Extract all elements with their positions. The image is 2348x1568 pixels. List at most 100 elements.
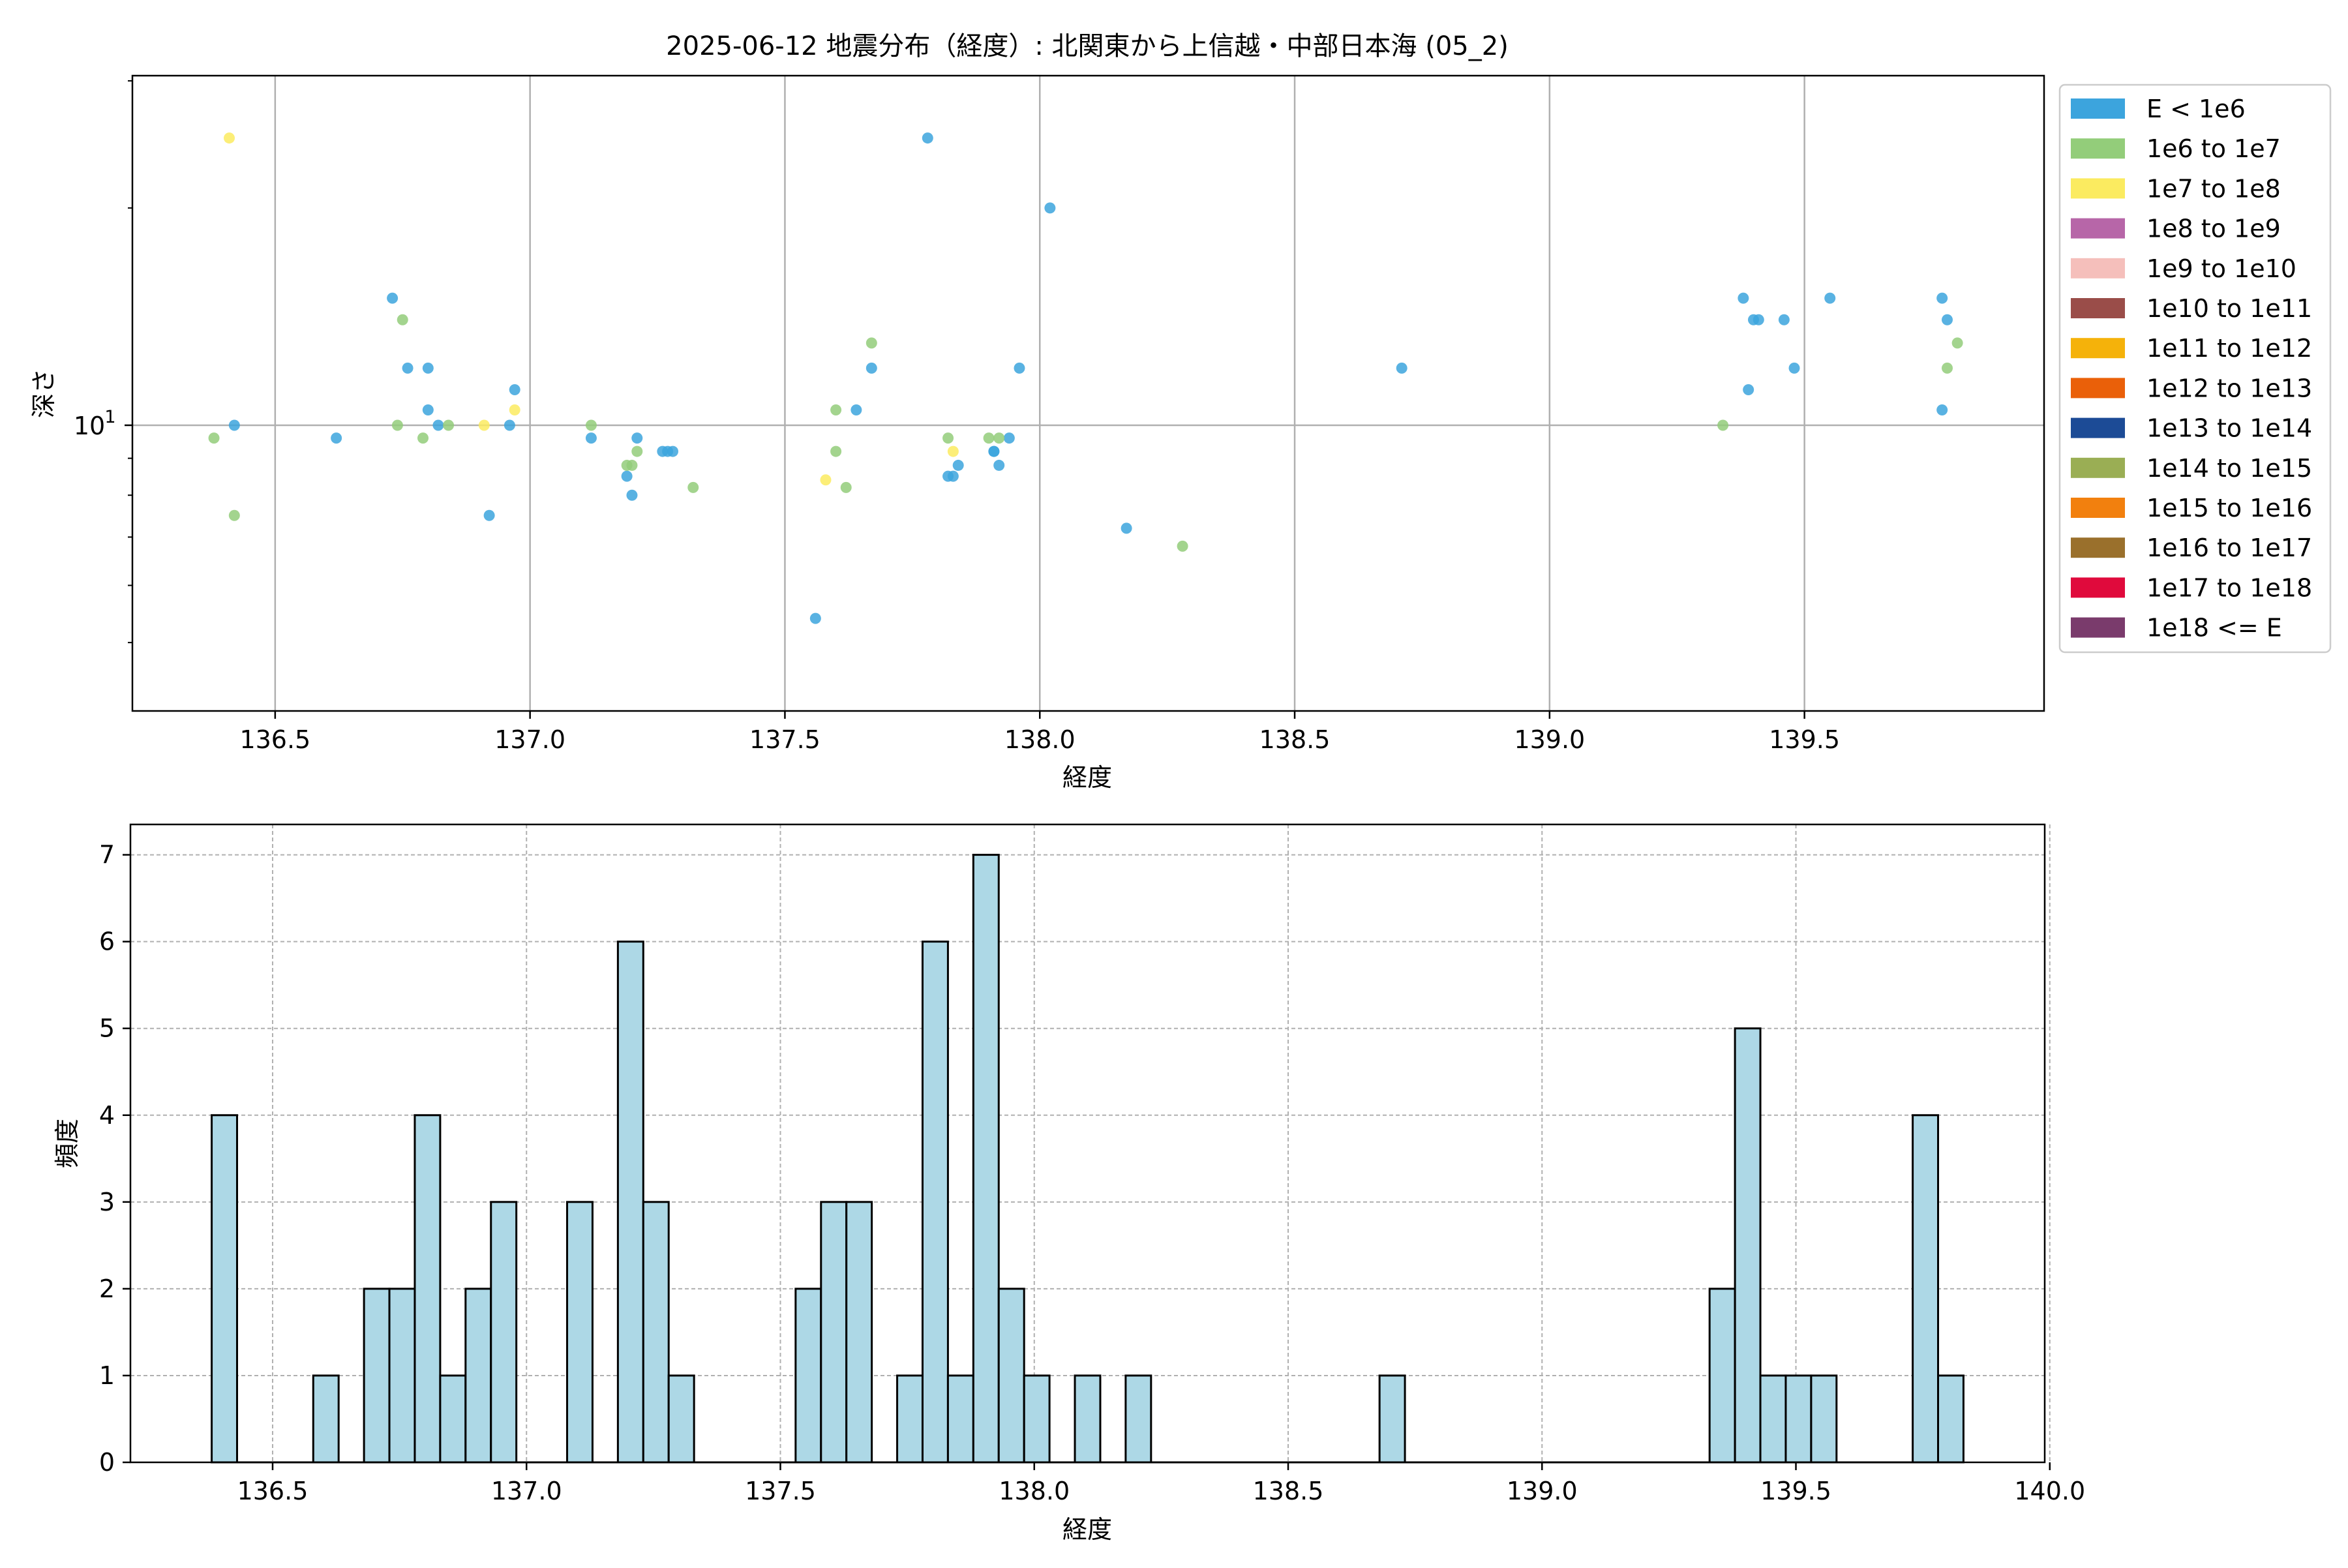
scatter-point xyxy=(1177,540,1188,552)
legend-swatch xyxy=(2071,218,2125,239)
hist-bar xyxy=(312,1374,340,1464)
scatter-point xyxy=(830,445,842,457)
scatter-point xyxy=(391,419,403,431)
scatter-point xyxy=(504,419,515,431)
scatter-point xyxy=(947,470,959,482)
hist-x-axis: 136.5 137.0 137.5 138.0 138.5 139.0 139.5 140.0 xyxy=(237,1462,2085,1505)
scatter-ylabel: 深さ xyxy=(29,369,58,418)
scatter-point xyxy=(1014,362,1025,374)
legend-swatch xyxy=(2071,298,2125,318)
scatter-point xyxy=(667,445,678,457)
scatter-point xyxy=(422,362,434,374)
hist-bar xyxy=(642,1201,670,1464)
scatter-point xyxy=(952,459,964,471)
scatter-point xyxy=(687,481,699,493)
hist-bar xyxy=(414,1114,442,1464)
scatter-point xyxy=(1778,314,1790,325)
scatter-y-axis: 10 1 xyxy=(74,80,132,644)
legend-swatch xyxy=(2071,338,2125,359)
hist-bar xyxy=(211,1114,238,1464)
hist-bar xyxy=(1937,1374,1964,1464)
scatter-point xyxy=(585,419,597,431)
scatter-point xyxy=(1941,314,1953,325)
hist-x-tick-label: 138.5 xyxy=(1253,1477,1324,1505)
legend-swatch xyxy=(2071,98,2125,119)
scatter-point xyxy=(422,404,434,416)
scatter-point xyxy=(830,404,842,416)
scatter-point xyxy=(1717,419,1729,431)
legend-label: 1e14 to 1e15 xyxy=(2146,454,2312,483)
legend-swatch xyxy=(2071,178,2125,199)
legend-frame xyxy=(2058,83,2332,654)
hist-bar xyxy=(921,941,949,1464)
hist-bar xyxy=(997,1288,1025,1464)
scatter-point xyxy=(993,432,1005,444)
scatter-x-tick-label: 136.5 xyxy=(239,725,310,754)
legend: E < 1e6 1e6 to 1e7 1e7 to 1e8 1e8 to 1e9 1e9… xyxy=(2058,83,2332,654)
hist-bar xyxy=(820,1201,848,1464)
hist-y-tick-label: 2 xyxy=(99,1274,115,1303)
hist-bar xyxy=(1378,1374,1406,1464)
legend-swatch xyxy=(2071,457,2125,478)
scatter-x-tick-label: 138.5 xyxy=(1259,725,1331,754)
legend-swatch xyxy=(2071,537,2125,558)
scatter-point xyxy=(1396,362,1407,374)
hist-bar xyxy=(896,1374,924,1464)
scatter-point xyxy=(432,419,444,431)
scatter-point xyxy=(993,459,1005,471)
scatter-y-tick-exponent: 1 xyxy=(104,407,115,427)
hist-x-tick-label: 139.0 xyxy=(1507,1477,1578,1505)
hist-y-tick-label: 4 xyxy=(99,1101,115,1130)
hist-bar xyxy=(845,1201,873,1464)
hist-bar xyxy=(616,941,644,1464)
scatter-point xyxy=(1753,314,1764,325)
scatter-point xyxy=(478,419,490,431)
hist-x-tick-label: 138.0 xyxy=(999,1477,1070,1505)
scatter-point xyxy=(443,419,455,431)
scatter-point xyxy=(228,419,240,431)
legend-label: 1e7 to 1e8 xyxy=(2146,174,2281,203)
legend-swatch xyxy=(2071,417,2125,438)
hist-ylabel: 頻度 xyxy=(53,1119,82,1168)
scatter-point xyxy=(331,432,342,444)
scatter-xlabel: 経度 xyxy=(1062,763,1112,792)
scatter-point xyxy=(1951,337,1963,349)
scatter-point xyxy=(922,132,933,144)
scatter-point xyxy=(820,474,832,486)
scatter-point xyxy=(1044,202,1056,214)
legend-label: 1e17 to 1e18 xyxy=(2146,573,2312,602)
legend-label: 1e9 to 1e10 xyxy=(2146,254,2296,283)
scatter-title: 2025-06-12 地震分布（経度）: 北関東から上信越・中部日本海 (05_… xyxy=(666,31,1509,61)
legend-label: 1e10 to 1e11 xyxy=(2146,294,2312,323)
legend-label: 1e15 to 1e16 xyxy=(2146,494,2312,522)
hist-bar xyxy=(1759,1374,1787,1464)
scatter-x-tick-label: 139.5 xyxy=(1769,725,1840,754)
scatter-point xyxy=(1121,522,1132,534)
scatter-x-tick-label: 139.0 xyxy=(1514,725,1585,754)
legend-label: 1e11 to 1e12 xyxy=(2146,334,2312,363)
scatter-point xyxy=(865,337,877,349)
legend-label: 1e8 to 1e9 xyxy=(2146,215,2281,243)
scatter-points xyxy=(208,132,1963,624)
hist-x-tick-label: 140.0 xyxy=(2014,1477,2085,1505)
hist-xlabel: 経度 xyxy=(1062,1515,1112,1544)
hist-bar xyxy=(1734,1027,1762,1464)
scatter-axes-frame xyxy=(131,74,2045,712)
legend-swatch xyxy=(2071,378,2125,399)
hist-y-tick-label: 0 xyxy=(99,1448,115,1477)
scatter-point xyxy=(1936,292,1948,304)
hist-bar xyxy=(363,1288,391,1464)
scatter-grid xyxy=(132,76,2044,711)
hist-bar xyxy=(1708,1288,1736,1464)
scatter-y-tick-label: 10 xyxy=(74,412,105,440)
scatter-point xyxy=(1788,362,1800,374)
hist-bar xyxy=(566,1201,594,1464)
scatter-point xyxy=(947,445,959,457)
scatter-point xyxy=(1738,292,1749,304)
scatter-point xyxy=(1936,404,1948,416)
hist-bar xyxy=(464,1288,492,1464)
hist-bar xyxy=(946,1374,974,1464)
hist-x-tick-label: 136.5 xyxy=(237,1477,309,1505)
scatter-point xyxy=(809,612,821,624)
